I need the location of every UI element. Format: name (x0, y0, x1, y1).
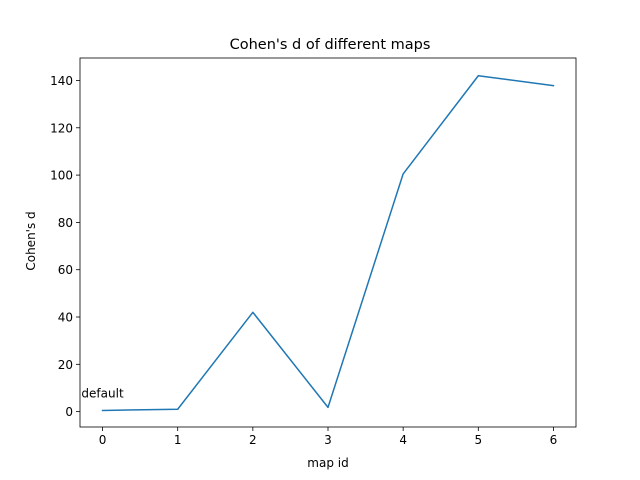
y-tick-label: 100 (50, 169, 73, 183)
x-axis-label: map id (307, 456, 348, 470)
y-tick-label: 20 (58, 358, 73, 372)
y-axis-label: Cohen's d (24, 211, 38, 270)
y-tick-label: 0 (65, 405, 73, 419)
x-tick-label: 2 (249, 433, 257, 447)
x-tick-label: 3 (324, 433, 332, 447)
y-tick-label: 120 (50, 121, 73, 135)
y-tick-label: 40 (58, 311, 73, 325)
x-tick-label: 6 (550, 433, 558, 447)
x-tick-label: 5 (474, 433, 482, 447)
x-tick-label: 1 (174, 433, 182, 447)
y-tick-label: 60 (58, 263, 73, 277)
chart-title: Cohen's d of different maps (230, 37, 431, 53)
axes-frame (79, 57, 577, 428)
y-tick-label: 80 (58, 216, 73, 230)
x-tick-label: 0 (99, 433, 107, 447)
x-tick-label: 4 (399, 433, 407, 447)
series-line-0 (101, 74, 555, 412)
y-tick-label: 140 (50, 74, 73, 88)
annotation-label: default (81, 386, 124, 400)
